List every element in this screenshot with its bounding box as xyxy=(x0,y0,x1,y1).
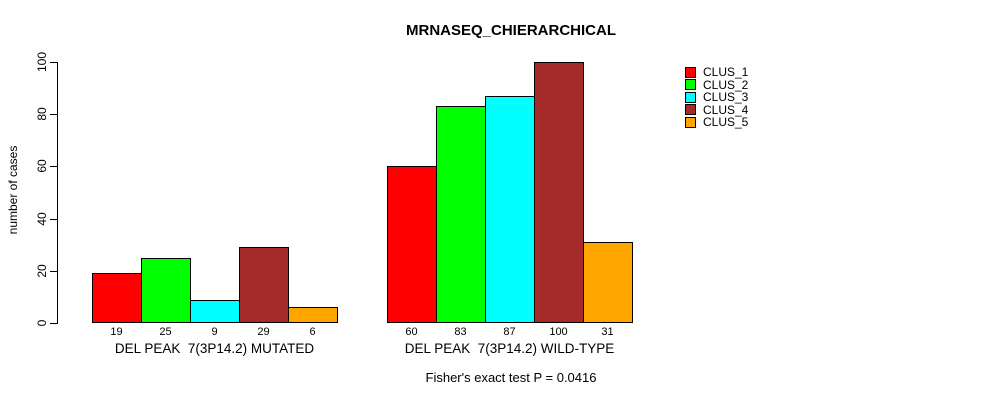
bar-clus_1-group2 xyxy=(387,166,437,323)
legend-item-clus_4: CLUS_4 xyxy=(685,102,749,117)
bar-clus_3-group1 xyxy=(190,299,240,323)
legend-label: CLUS_1 xyxy=(703,65,749,80)
y-tick-label: 40 xyxy=(35,211,49,226)
y-tick-label: 80 xyxy=(35,107,49,121)
legend-label: CLUS_2 xyxy=(703,77,749,92)
bar-value-label: 83 xyxy=(454,326,467,338)
y-tick-label: 60 xyxy=(35,159,49,174)
legend-label: CLUS_4 xyxy=(703,102,749,117)
fisher-test-annotation: Fisher's exact test P = 0.0416 xyxy=(425,370,597,385)
bar-value-label: 6 xyxy=(309,326,316,338)
bar-clus_5-group1 xyxy=(288,307,338,323)
legend-item-clus_1: CLUS_1 xyxy=(685,65,749,80)
bar-clus_1-group1 xyxy=(92,273,142,323)
y-axis-line xyxy=(57,62,58,323)
bar-clus_4-group1 xyxy=(239,247,289,323)
x-axis-label-group1: DEL PEAK 7(3P14.2) MUTATED xyxy=(114,341,315,356)
bar-clus_4-group2 xyxy=(534,62,584,323)
legend-item-clus_5: CLUS_5 xyxy=(685,115,749,130)
legend-swatch-clus_4 xyxy=(685,104,696,116)
legend-item-clus_2: CLUS_2 xyxy=(685,77,749,92)
legend-swatch-clus_5 xyxy=(685,116,696,128)
bar-value-label: 19 xyxy=(110,326,123,338)
bar-value-label: 100 xyxy=(549,326,568,338)
x-axis-label-group2: DEL PEAK 7(3P14.2) WILD-TYPE xyxy=(404,341,615,356)
legend-swatch-clus_2 xyxy=(685,79,696,91)
bar-clus_2-group2 xyxy=(436,106,486,323)
bar-value-label: 60 xyxy=(405,326,418,338)
legend-item-clus_3: CLUS_3 xyxy=(685,90,749,105)
y-tick-mark xyxy=(50,166,58,168)
legend-swatch-clus_3 xyxy=(685,91,696,103)
bar-value-label: 29 xyxy=(257,326,270,338)
bar-value-label: 9 xyxy=(211,326,218,338)
y-tick-mark xyxy=(50,323,58,324)
y-axis-label: number of cases xyxy=(6,145,20,235)
bar-clus_3-group2 xyxy=(485,95,535,323)
bar-clus_2-group1 xyxy=(141,257,191,323)
y-tick-mark xyxy=(50,270,58,272)
bar-value-label: 87 xyxy=(503,326,516,338)
bar-clus_5-group2 xyxy=(583,242,633,323)
y-tick-mark xyxy=(50,62,58,63)
y-tick-label: 20 xyxy=(35,264,49,278)
chart-title: MRNASEQ_CHIERARCHICAL xyxy=(405,22,617,39)
y-tick-mark xyxy=(50,114,58,116)
bar-value-label: 25 xyxy=(159,326,172,338)
y-tick-label: 0 xyxy=(35,319,49,327)
y-tick-mark xyxy=(50,218,58,220)
legend-swatch-clus_1 xyxy=(685,66,696,78)
legend-label: CLUS_5 xyxy=(703,115,749,130)
legend-label: CLUS_3 xyxy=(703,90,749,105)
bar-value-label: 31 xyxy=(601,326,614,338)
y-tick-label: 100 xyxy=(35,51,49,73)
